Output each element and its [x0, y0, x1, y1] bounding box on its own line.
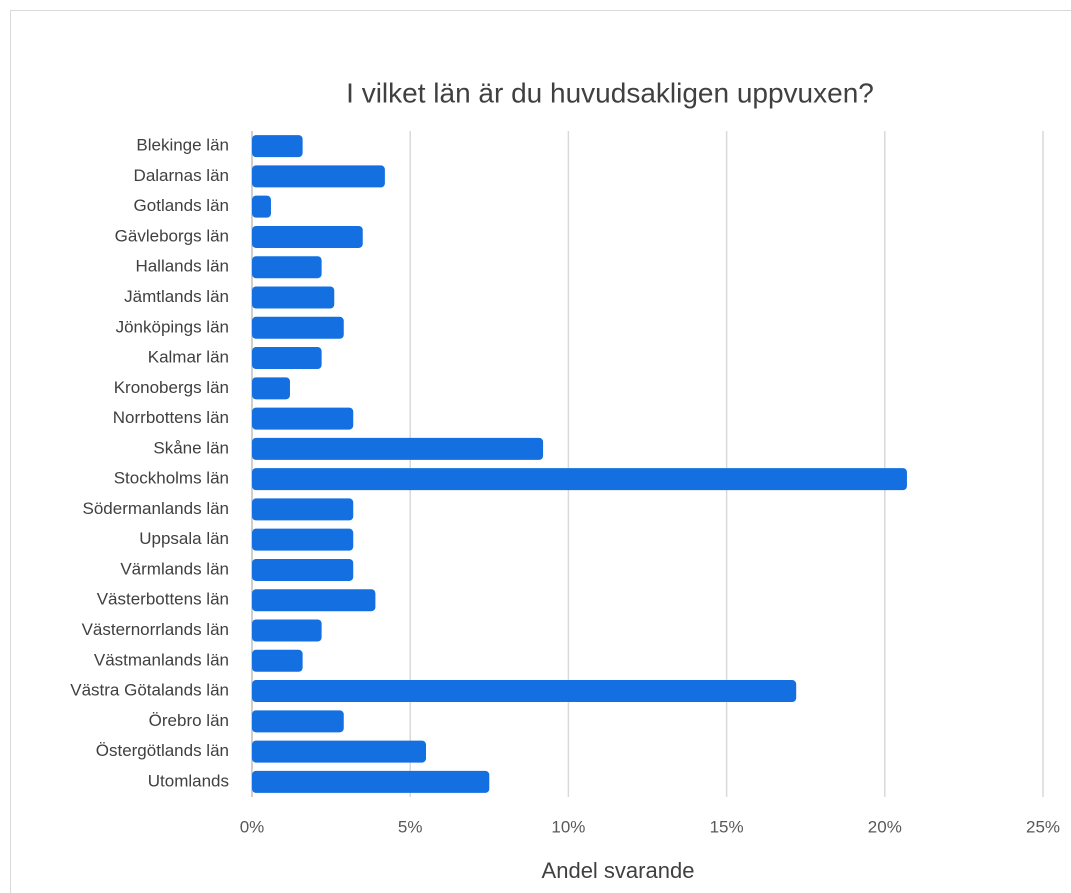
y-tick-label: Jämtlands län [124, 287, 229, 306]
bar [252, 407, 354, 430]
y-tick-label: Kalmar län [148, 348, 229, 367]
y-tick-label: Hallands län [135, 257, 229, 276]
x-tick-label: 20% [868, 817, 902, 836]
y-tick-label: Blekinge län [136, 136, 229, 155]
y-tick-label: Värmlands län [120, 559, 229, 578]
bar [252, 377, 290, 400]
bar [252, 195, 271, 218]
y-tick-label: Norrbottens län [113, 408, 229, 427]
y-tick-label: Jönköpings län [116, 317, 229, 336]
y-tick-label: Örebro län [149, 711, 229, 730]
y-tick-label: Västmanlands län [94, 650, 229, 669]
bar [252, 649, 303, 672]
bar [252, 619, 322, 642]
bar [252, 316, 344, 339]
y-tick-label: Västernorrlands län [82, 620, 229, 639]
y-tick-label: Utomlands [148, 771, 229, 790]
y-tick-label: Stockholms län [114, 469, 229, 488]
bar [252, 165, 385, 188]
x-tick-label: 15% [710, 817, 744, 836]
bar [252, 740, 427, 763]
bar [252, 468, 907, 491]
bar [252, 710, 344, 733]
x-tick-label: 10% [551, 817, 585, 836]
bar [252, 256, 322, 279]
bar [252, 135, 303, 158]
y-tick-label: Gotlands län [134, 196, 229, 215]
x-axis-title: Andel svarande [542, 858, 695, 883]
y-tick-label: Kronobergs län [114, 378, 229, 397]
bar [252, 437, 544, 460]
y-tick-label: Östergötlands län [96, 741, 229, 760]
bar [252, 680, 797, 703]
bar [252, 589, 376, 612]
x-tick-label: 25% [1026, 817, 1060, 836]
y-tick-label: Skåne län [153, 438, 229, 457]
x-tick-label: 0% [240, 817, 265, 836]
bar [252, 558, 354, 581]
y-tick-label: Gävleborgs län [115, 226, 229, 245]
x-tick-label: 5% [398, 817, 423, 836]
bar [252, 528, 354, 551]
y-tick-label: Dalarnas län [134, 166, 229, 185]
y-tick-label: Västra Götalands län [70, 681, 229, 700]
chart-title: I vilket län är du huvudsakligen uppvuxe… [346, 77, 874, 108]
bar [252, 347, 322, 370]
y-tick-label: Västerbottens län [97, 590, 229, 609]
bar [252, 498, 354, 521]
y-tick-label: Södermanlands län [83, 499, 229, 518]
bar [252, 770, 490, 793]
bar [252, 286, 335, 309]
y-tick-label: Uppsala län [139, 529, 229, 548]
bar [252, 225, 363, 248]
